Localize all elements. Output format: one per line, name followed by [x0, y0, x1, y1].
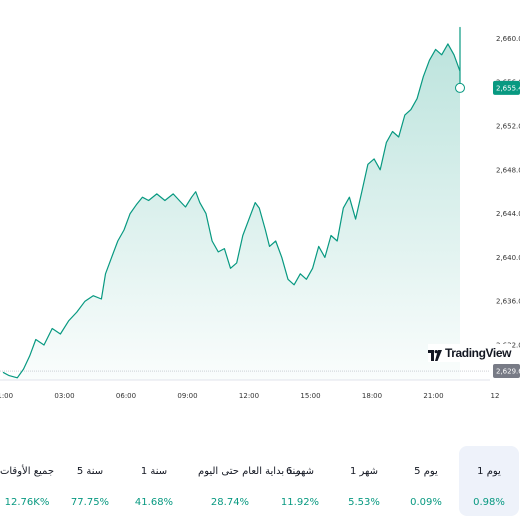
x-tick-label: 18:00	[362, 392, 382, 400]
y-tick-label: 2,660.00	[496, 35, 520, 43]
range-label: 1 يوم	[477, 466, 501, 477]
range-label: 1 سنة	[140, 466, 168, 477]
tradingview-logo-icon	[428, 347, 442, 361]
y-tick-label: 2,636.00	[496, 298, 520, 306]
range-value: 41.68%	[134, 497, 174, 508]
last-price-marker	[455, 82, 465, 93]
x-tick-label: 09:00	[177, 392, 197, 400]
x-tick-label: 21:00	[0, 392, 13, 400]
range-1-year[interactable]: 1 سنة 41.68%	[124, 446, 184, 516]
x-tick-label: 15:00	[300, 392, 320, 400]
x-tick-label: 03:00	[54, 392, 74, 400]
range-value: 77.75%	[70, 497, 110, 508]
price-line	[2, 26, 461, 379]
range-ytd[interactable]: منذ بداية العام حتى اليوم 28.74%	[198, 446, 301, 516]
x-tick-label: 06:00	[116, 392, 136, 400]
range-5-year[interactable]: 5 سنة 77.75%	[60, 446, 120, 516]
range-value: 0.98%	[473, 497, 505, 508]
range-label: 1 شهر	[349, 466, 379, 477]
range-label: 6 شهر	[285, 466, 315, 477]
range-label: منذ بداية العام حتى اليوم	[198, 466, 301, 477]
range-value: 28.74%	[210, 497, 250, 508]
range-1-month[interactable]: 1 شهر 5.53%	[334, 446, 394, 516]
range-5-day[interactable]: 5 يوم 0.09%	[396, 446, 456, 516]
y-tick-label: 2,644.00	[496, 210, 520, 218]
range-1-day[interactable]: 1 يوم 0.98%	[459, 446, 519, 516]
x-tick-label: 21:00	[423, 392, 443, 400]
range-label: 5 يوم	[414, 466, 438, 477]
range-value: 5.53%	[348, 497, 380, 508]
last-price-label: 2,655.48	[496, 84, 520, 92]
performance-ranges: 1 يوم 0.98% 5 يوم 0.09% 1 شهر 5.53% 6 شه…	[0, 446, 520, 516]
range-label: 5 سنة	[76, 466, 104, 477]
tradingview-wordmark: TradingView	[445, 346, 512, 360]
range-label: جميع الأوقات	[0, 466, 55, 477]
price-chart[interactable]: 2,660.002,656.002,652.002,648.002,644.00…	[0, 0, 520, 420]
price-area-fill	[3, 27, 460, 380]
range-value: 11.92%	[280, 497, 320, 508]
range-all-time[interactable]: جميع الأوقات 12.76K%	[0, 446, 57, 516]
y-tick-label: 2,652.00	[496, 123, 520, 131]
tradingview-watermark: TradingView	[428, 344, 511, 362]
range-value: 0.09%	[410, 497, 442, 508]
last-price-badge	[493, 80, 520, 95]
x-tick-label: 12	[491, 392, 500, 400]
range-value: 12.76K%	[4, 497, 50, 508]
range-6-month[interactable]: 6 شهر 11.92%	[270, 446, 330, 516]
base-price-badge	[493, 364, 520, 379]
x-tick-label: 12:00	[239, 392, 259, 400]
y-tick-label: 2,648.00	[496, 166, 520, 174]
y-tick-label: 2,640.00	[496, 254, 520, 262]
base-price-label: 2,629.62	[496, 368, 520, 376]
